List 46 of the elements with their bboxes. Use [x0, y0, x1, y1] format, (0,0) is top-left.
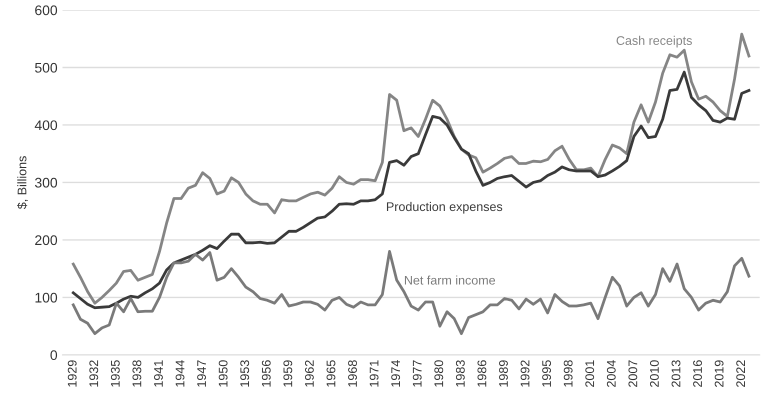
y-axis-title: $, Billions: [17, 156, 28, 210]
y-tick-label: 600: [35, 5, 58, 16]
y-tick-label: 300: [34, 178, 58, 188]
line-series: [72, 70, 750, 310]
x-tick-label: 1944: [176, 360, 184, 387]
x-tick-label: 1941: [154, 360, 163, 387]
series-label: Cash receipts: [616, 36, 692, 48]
x-tick-label: 1995: [542, 360, 552, 387]
series-label: Production expenses: [386, 202, 502, 214]
x-tick-label: 1962: [304, 360, 314, 387]
x-tick-label: 2004: [606, 360, 616, 387]
x-tick-label: 1929: [68, 360, 77, 387]
x-tick-label: 1947: [197, 360, 206, 387]
x-tick-label: 1959: [283, 360, 292, 387]
y-tick-label: 400: [34, 120, 58, 130]
y-tick-label: 0: [50, 350, 58, 360]
x-tick-label: 1980: [434, 360, 444, 387]
x-tick-label: 1998: [564, 360, 573, 387]
x-tick-label: 2019: [714, 360, 724, 387]
y-tick-label: 500: [35, 62, 58, 73]
line-series: [72, 32, 750, 305]
x-tick-label: 2022: [736, 360, 746, 387]
x-tick-label: 1971: [370, 360, 379, 387]
y-tick-label: 100: [36, 292, 58, 303]
x-tick-label: 2010: [650, 360, 659, 387]
x-tick-label: 2001: [585, 360, 594, 387]
x-tick-label: 1989: [499, 360, 508, 387]
x-tick-label: 1986: [477, 360, 486, 387]
x-tick-label: 1977: [412, 360, 422, 387]
x-tick-label: 2013: [672, 360, 680, 387]
x-tick-label: 1968: [348, 360, 357, 387]
x-tick-label: 2007: [628, 360, 638, 387]
x-tick-label: 1935: [110, 360, 120, 387]
x-tick-label: 1956: [262, 360, 271, 387]
x-tick-label: 1983: [456, 360, 465, 387]
x-tick-label: 1965: [326, 360, 336, 387]
y-tick-label: 200: [35, 235, 58, 246]
x-tick-label: 1992: [520, 360, 530, 387]
x-tick-label: 1953: [240, 360, 250, 387]
x-tick-label: 1974: [391, 360, 400, 387]
x-tick-label: 1950: [218, 360, 228, 387]
line-series: [72, 250, 750, 336]
x-tick-label: 2016: [693, 360, 702, 387]
x-tick-label: 1932: [89, 360, 98, 387]
x-tick-label: 1938: [132, 360, 142, 387]
series-label: Net farm income: [404, 275, 496, 285]
